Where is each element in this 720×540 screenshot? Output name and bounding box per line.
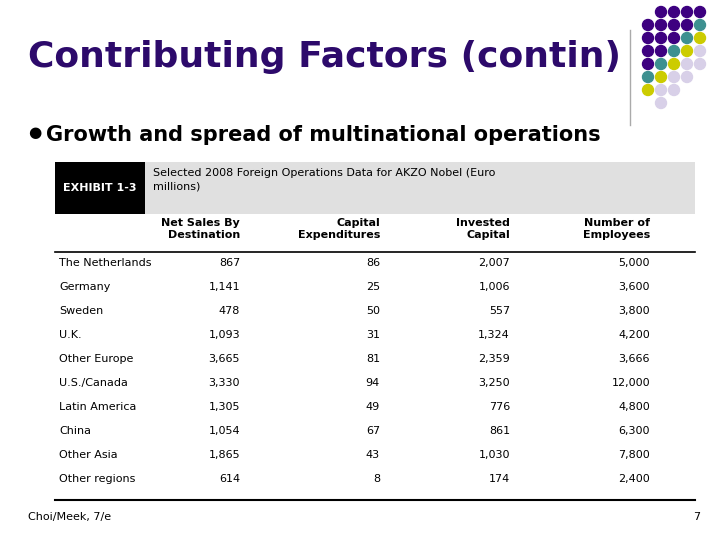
Circle shape [682,58,693,70]
Text: 2,007: 2,007 [478,258,510,268]
Text: 5,000: 5,000 [618,258,650,268]
Circle shape [668,19,680,30]
Text: Contributing Factors (contin): Contributing Factors (contin) [28,40,621,74]
Circle shape [655,45,667,57]
Circle shape [655,19,667,30]
Circle shape [682,32,693,44]
Circle shape [682,45,693,57]
Text: 7,800: 7,800 [618,450,650,460]
Text: U.K.: U.K. [59,330,81,340]
Circle shape [668,45,680,57]
Circle shape [655,58,667,70]
Circle shape [682,6,693,17]
Text: 43: 43 [366,450,380,460]
Circle shape [655,32,667,44]
Text: 1,141: 1,141 [208,282,240,292]
Text: 3,665: 3,665 [209,354,240,364]
Circle shape [642,32,654,44]
Circle shape [642,19,654,30]
Circle shape [695,6,706,17]
Text: Sweden: Sweden [59,306,103,316]
Circle shape [655,6,667,17]
Circle shape [668,6,680,17]
Text: 3,800: 3,800 [618,306,650,316]
Circle shape [655,71,667,83]
Text: 25: 25 [366,282,380,292]
Circle shape [695,19,706,30]
Text: Net Sales By
Destination: Net Sales By Destination [161,218,240,240]
Text: 1,054: 1,054 [208,426,240,436]
Text: 776: 776 [489,402,510,412]
Text: EXHIBIT 1-3: EXHIBIT 1-3 [63,183,137,193]
Text: 614: 614 [219,474,240,484]
Text: 6,300: 6,300 [618,426,650,436]
Text: China: China [59,426,91,436]
Text: Other Asia: Other Asia [59,450,117,460]
Circle shape [668,71,680,83]
Circle shape [642,45,654,57]
Circle shape [655,98,667,109]
Circle shape [682,19,693,30]
Text: 3,250: 3,250 [478,378,510,388]
FancyBboxPatch shape [55,162,145,214]
Circle shape [668,84,680,96]
Circle shape [642,84,654,96]
Text: 867: 867 [219,258,240,268]
Text: Selected 2008 Foreign Operations Data for AKZO Nobel (Euro
millions): Selected 2008 Foreign Operations Data fo… [153,168,495,191]
Text: Growth and spread of multinational operations: Growth and spread of multinational opera… [46,125,600,145]
Text: Choi/Meek, 7/e: Choi/Meek, 7/e [28,512,111,522]
Text: 81: 81 [366,354,380,364]
Text: 67: 67 [366,426,380,436]
Text: 1,305: 1,305 [209,402,240,412]
Text: 2,359: 2,359 [478,354,510,364]
Text: 3,600: 3,600 [618,282,650,292]
Circle shape [642,58,654,70]
Circle shape [695,32,706,44]
Text: Other Europe: Other Europe [59,354,133,364]
Text: 4,800: 4,800 [618,402,650,412]
Text: 50: 50 [366,306,380,316]
Text: Other regions: Other regions [59,474,135,484]
Circle shape [695,45,706,57]
Text: 7: 7 [693,512,700,522]
Text: 2,400: 2,400 [618,474,650,484]
Text: 861: 861 [489,426,510,436]
Text: 1,324: 1,324 [478,330,510,340]
Text: 557: 557 [489,306,510,316]
Text: 3,330: 3,330 [209,378,240,388]
Circle shape [642,71,654,83]
Text: Invested
Capital: Invested Capital [456,218,510,240]
Text: 49: 49 [366,402,380,412]
Text: Capital
Expenditures: Capital Expenditures [297,218,380,240]
Text: 1,006: 1,006 [479,282,510,292]
Text: 478: 478 [219,306,240,316]
Text: U.S./Canada: U.S./Canada [59,378,128,388]
Text: ●: ● [28,125,41,140]
Text: 3,666: 3,666 [618,354,650,364]
Text: 1,865: 1,865 [208,450,240,460]
Text: 1,030: 1,030 [479,450,510,460]
Circle shape [655,84,667,96]
Text: 12,000: 12,000 [611,378,650,388]
Text: 1,093: 1,093 [208,330,240,340]
Text: The Netherlands: The Netherlands [59,258,151,268]
Text: 174: 174 [489,474,510,484]
Circle shape [695,58,706,70]
Circle shape [682,71,693,83]
Text: 94: 94 [366,378,380,388]
Text: Number of
Employees: Number of Employees [582,218,650,240]
Circle shape [668,58,680,70]
Text: 86: 86 [366,258,380,268]
Text: 31: 31 [366,330,380,340]
FancyBboxPatch shape [145,162,695,214]
Text: Latin America: Latin America [59,402,136,412]
Circle shape [668,32,680,44]
Text: 8: 8 [373,474,380,484]
Text: Germany: Germany [59,282,110,292]
Text: 4,200: 4,200 [618,330,650,340]
